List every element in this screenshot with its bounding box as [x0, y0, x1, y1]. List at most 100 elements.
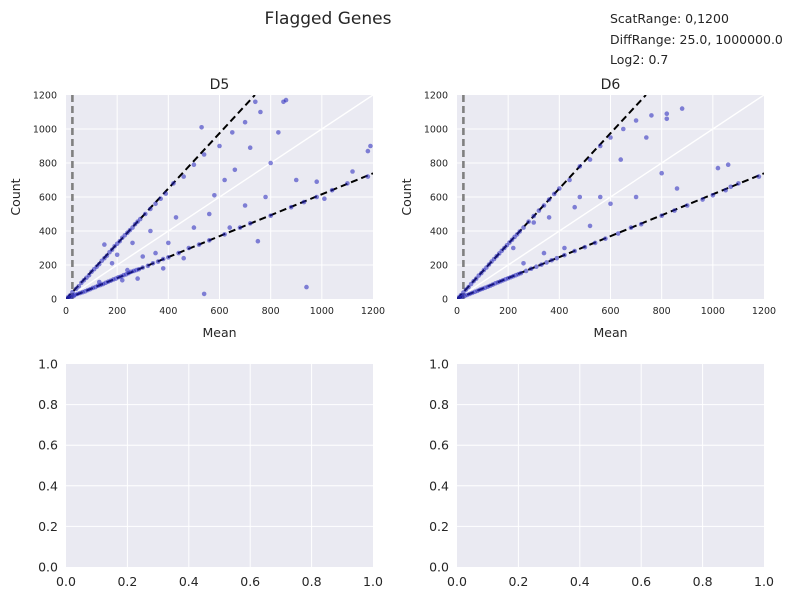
panel-2-data-point — [587, 223, 593, 229]
panel-1-data-point — [145, 263, 151, 269]
panel-2-data-point — [597, 143, 603, 149]
panel-1-data-point — [160, 266, 166, 271]
panel-1-ytick-label: 1200 — [33, 91, 57, 102]
panel-2-data-point — [664, 111, 670, 116]
panel-1-data-point — [350, 169, 355, 174]
panel-1-data-point — [130, 225, 135, 230]
panel-1-data-point — [304, 284, 309, 290]
panel-3-xtick-label: 0.4 — [179, 574, 199, 589]
panel-1-data-point — [191, 225, 197, 230]
panel-1-xtick-label: 1000 — [310, 306, 334, 317]
panel-1-data-point — [206, 238, 212, 243]
panel-1-data-point — [166, 240, 171, 246]
panel-1-data-point — [314, 194, 320, 200]
panel-2-data-point — [531, 213, 537, 219]
panel-1-data-point — [117, 238, 123, 244]
panel-4-ytick-label: 0.0 — [429, 560, 449, 575]
panel-2-data-point — [725, 162, 731, 167]
panel-1-data-point — [136, 266, 142, 272]
panel-1-data-point — [163, 191, 169, 196]
panel-1-data-point — [255, 238, 261, 244]
panel-2-xtick-label: 200 — [499, 306, 517, 317]
panel-2-data-point — [473, 276, 479, 281]
panel-2: 0 200 400 600 800 1000 1200 0 200 400 600 800 1000 12… — [399, 77, 776, 340]
panel-2-data-point — [597, 194, 603, 200]
panel-2-data-point — [644, 135, 649, 140]
panel-2-data-point — [523, 268, 529, 274]
panel-1-data-point — [242, 203, 248, 208]
panel-1-data-point — [160, 256, 166, 262]
panel-1-data-point — [196, 242, 202, 247]
panel-1-data-point — [181, 255, 186, 261]
panel-2-data-point — [526, 219, 531, 224]
panel-4-xtick-label: 0.4 — [570, 574, 590, 589]
panel-1-data-point — [96, 261, 102, 267]
panel-4-ytick-label: 0.6 — [429, 438, 449, 453]
panel-2-data-point — [546, 215, 552, 220]
panel-1-data-point — [150, 261, 156, 266]
panel-1-ytick-label: 1000 — [33, 125, 57, 136]
panel-2-data-point — [679, 106, 685, 111]
panel-2-data-point — [618, 157, 624, 162]
panel-1-data-point — [140, 254, 146, 259]
panel-1-data-point — [158, 196, 163, 201]
panel-3-xtick-label: 0.6 — [240, 574, 260, 589]
panel-4-ytick-label: 0.4 — [429, 478, 449, 493]
panel-2-data-point — [484, 265, 489, 270]
panel-1-data-point — [212, 193, 217, 198]
panel-4-xtick-label: 0.2 — [508, 574, 528, 589]
panel-1-data-point — [153, 250, 158, 256]
panel-4-ytick-label: 1.0 — [429, 357, 449, 372]
panel-2-data-point — [466, 284, 471, 290]
panel-1-data-point — [227, 225, 233, 230]
panel-2-data-point — [534, 264, 539, 270]
panel-1-data-point — [329, 187, 335, 193]
panel-1-data-point — [247, 145, 253, 150]
panel-1-data-point — [365, 148, 371, 154]
panel-2-data-point — [510, 245, 516, 251]
panel-1-data-point — [76, 283, 82, 289]
panel-2-data-point — [710, 193, 716, 198]
panel-1-data-point — [314, 179, 320, 184]
panel-3-ytick-label: 1.0 — [38, 357, 58, 372]
panel-1-data-point — [368, 143, 373, 149]
panel-1-data-point — [201, 291, 207, 297]
panel-1-data-layer — [66, 95, 373, 299]
panel-2-xlabel: Mean — [593, 325, 627, 340]
panel-3-xtick-label: 0.2 — [117, 574, 137, 589]
panel-2-data-point — [672, 208, 677, 213]
panel-2-data-point — [620, 126, 626, 132]
panel-4-plot-area — [457, 364, 764, 567]
panel-1-data-point — [176, 250, 181, 256]
panel-1-ylabel: Count — [8, 178, 23, 215]
panel-3-xtick-label: 0.0 — [56, 574, 76, 589]
panel-2-data-point — [539, 262, 544, 267]
panel-3-ytick-label: 0.2 — [38, 519, 58, 534]
panel-1-data-point — [288, 204, 294, 210]
panel-2-data-point — [615, 231, 621, 236]
panel-1-data-point — [86, 272, 92, 278]
panel-3-ytick-label: 0.8 — [38, 397, 58, 412]
panel-2-data-point — [603, 236, 608, 241]
panel-2-data-point — [728, 184, 734, 190]
note-scat-range: ScatRange: 0,1200 — [610, 11, 729, 26]
note-diff-range: DiffRange: 25.0, 1000000.0 — [610, 32, 783, 47]
panel-2-data-point — [549, 257, 554, 263]
panel-2-data-point — [479, 270, 484, 276]
panel-2-ytick-label: 600 — [430, 193, 448, 204]
panel-2-data-point — [541, 203, 547, 208]
panel-2-data-point — [723, 187, 728, 193]
panel-3-ytick-label: 0.6 — [38, 438, 58, 453]
panel-3-ytick-label: 0.0 — [38, 560, 58, 575]
panel-2-data-point — [577, 164, 583, 169]
panel-1-ytick-label: 800 — [39, 159, 57, 170]
panel-2-data-point — [628, 225, 634, 230]
panel-2-xtick-label: 800 — [653, 306, 671, 317]
panel-3-ytick-label: 0.4 — [38, 478, 58, 493]
panel-4-ytick-label: 0.2 — [429, 519, 449, 534]
panel-2-ytick-label: 1000 — [424, 125, 448, 136]
panel-1-data-point — [166, 255, 171, 260]
panel-1-ytick-label: 400 — [39, 227, 57, 238]
panel-1-data-point — [293, 177, 299, 183]
panel-1-data-point — [155, 259, 161, 264]
